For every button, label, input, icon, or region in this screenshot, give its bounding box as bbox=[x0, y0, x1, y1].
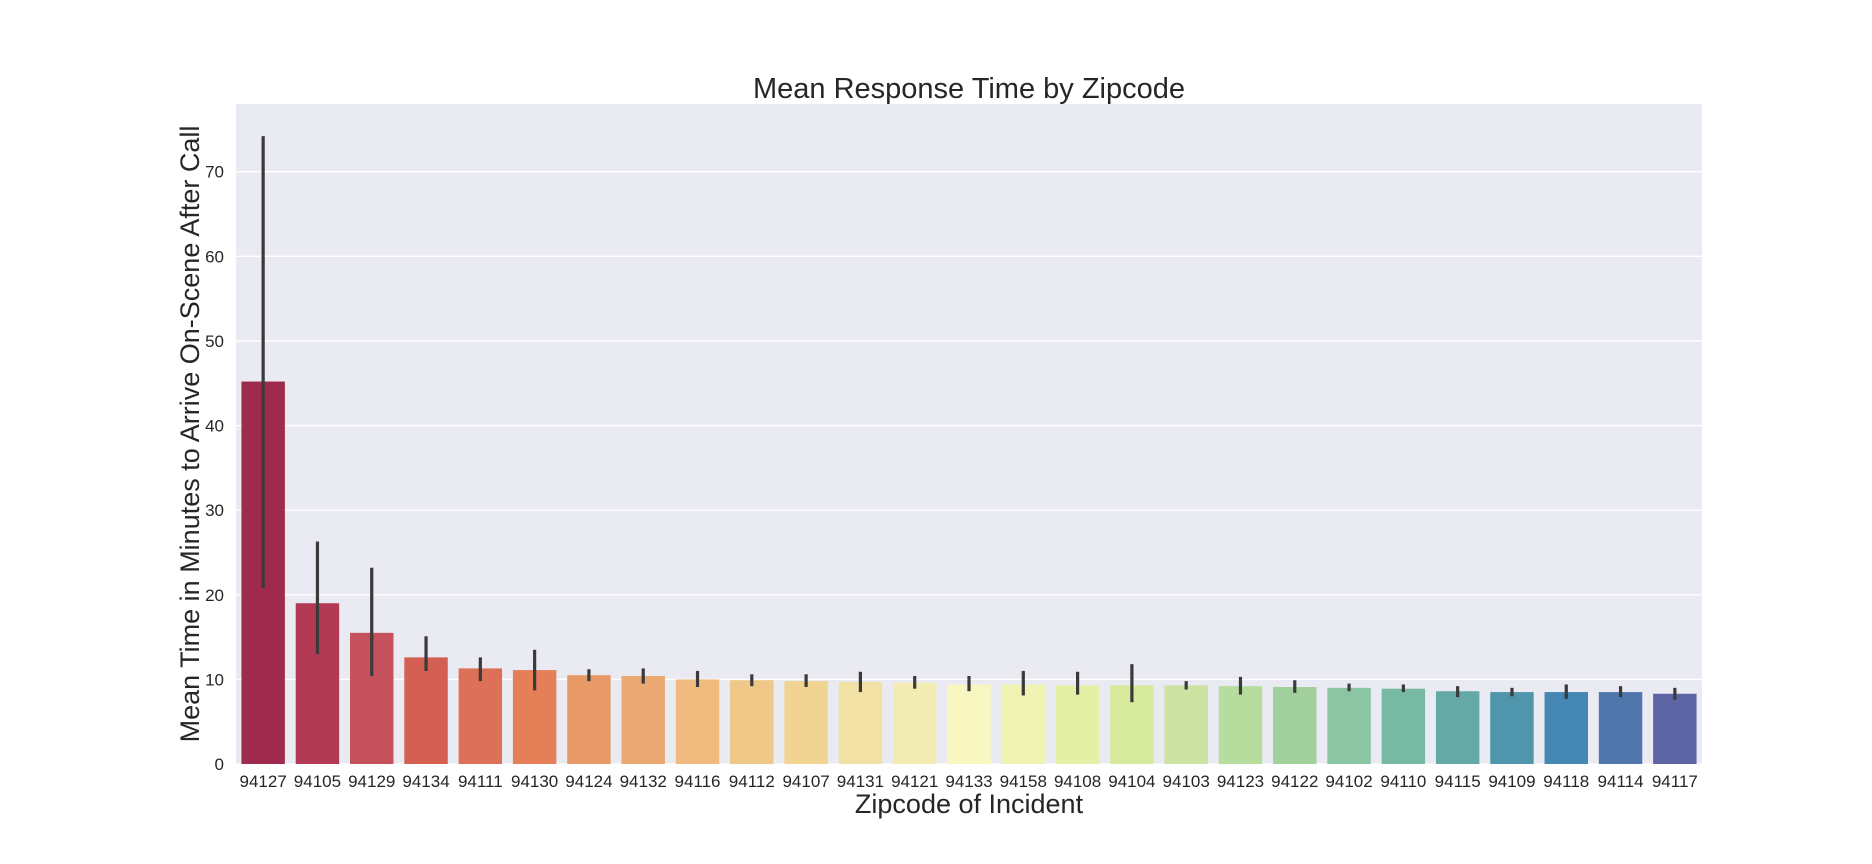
bar bbox=[1598, 692, 1643, 764]
bar bbox=[1327, 687, 1371, 764]
error-bars bbox=[261, 136, 1677, 703]
x-tick-label: 94115 bbox=[1435, 772, 1481, 791]
x-tick-labels: 94127 94105 94129 94134 94111 94130 94124 94132… bbox=[240, 772, 1698, 791]
x-tick-label: 94105 bbox=[294, 772, 341, 791]
x-tick-label: 94121 bbox=[891, 772, 938, 791]
plot-background bbox=[236, 104, 1702, 764]
y-tick-label: 60 bbox=[205, 247, 224, 266]
bar bbox=[1544, 692, 1588, 764]
x-tick-label: 94112 bbox=[729, 772, 775, 791]
bar bbox=[947, 684, 991, 764]
bar bbox=[838, 681, 883, 764]
x-tick-label: 94103 bbox=[1163, 772, 1210, 791]
y-tick-label: 40 bbox=[205, 417, 224, 436]
x-tick-label: 94124 bbox=[565, 772, 612, 791]
bar bbox=[784, 681, 828, 764]
y-tick-label: 50 bbox=[205, 332, 224, 351]
x-tick-label: 94132 bbox=[620, 772, 667, 791]
y-tick-labels: 0 10 20 30 40 50 60 70 bbox=[205, 163, 224, 774]
x-tick-label: 94110 bbox=[1380, 772, 1426, 791]
y-tick-label: 30 bbox=[205, 501, 224, 520]
bars bbox=[241, 381, 1697, 764]
x-axis-label: Zipcode of Incident bbox=[855, 789, 1084, 819]
bar bbox=[567, 675, 611, 764]
bar bbox=[404, 657, 448, 764]
x-tick-label: 94158 bbox=[1000, 772, 1047, 791]
y-axis-label: Mean Time in Minutes to Arrive On-Scene … bbox=[175, 126, 205, 743]
x-tick-label: 94129 bbox=[348, 772, 395, 791]
bar bbox=[621, 676, 665, 764]
bar bbox=[1490, 692, 1534, 764]
x-tick-label: 94134 bbox=[402, 772, 449, 791]
x-tick-label: 94111 bbox=[458, 772, 503, 791]
x-tick-label: 94127 bbox=[240, 772, 287, 791]
bar bbox=[1653, 693, 1697, 764]
y-tick-label: 0 bbox=[215, 755, 224, 774]
y-tick-label: 10 bbox=[205, 670, 224, 689]
x-tick-label: 94118 bbox=[1543, 772, 1589, 791]
x-tick-label: 94123 bbox=[1217, 772, 1264, 791]
bar bbox=[1218, 686, 1263, 764]
x-tick-label: 94104 bbox=[1108, 772, 1155, 791]
bar bbox=[1164, 685, 1208, 764]
bar bbox=[1001, 684, 1046, 764]
bar bbox=[675, 679, 720, 764]
bar bbox=[1435, 691, 1480, 764]
x-tick-label: 94122 bbox=[1271, 772, 1318, 791]
bar bbox=[1381, 688, 1426, 764]
bar bbox=[730, 680, 774, 764]
x-tick-label: 94102 bbox=[1325, 772, 1372, 791]
y-tick-label: 20 bbox=[205, 586, 224, 605]
bar bbox=[1055, 685, 1100, 764]
chart-title: Mean Response Time by Zipcode bbox=[753, 73, 1185, 105]
x-tick-label: 94114 bbox=[1598, 772, 1644, 791]
x-tick-label: 94131 bbox=[837, 772, 884, 791]
x-tick-label: 94109 bbox=[1488, 772, 1535, 791]
bar bbox=[458, 668, 503, 764]
y-tick-label: 70 bbox=[205, 163, 224, 182]
x-tick-label: 94107 bbox=[782, 772, 829, 791]
bar bbox=[892, 682, 937, 764]
bar bbox=[1273, 687, 1317, 764]
x-tick-label: 94116 bbox=[675, 772, 721, 791]
x-tick-label: 94108 bbox=[1054, 772, 1101, 791]
x-tick-label: 94130 bbox=[511, 772, 558, 791]
x-tick-label: 94117 bbox=[1652, 772, 1698, 791]
x-tick-label: 94133 bbox=[945, 772, 992, 791]
